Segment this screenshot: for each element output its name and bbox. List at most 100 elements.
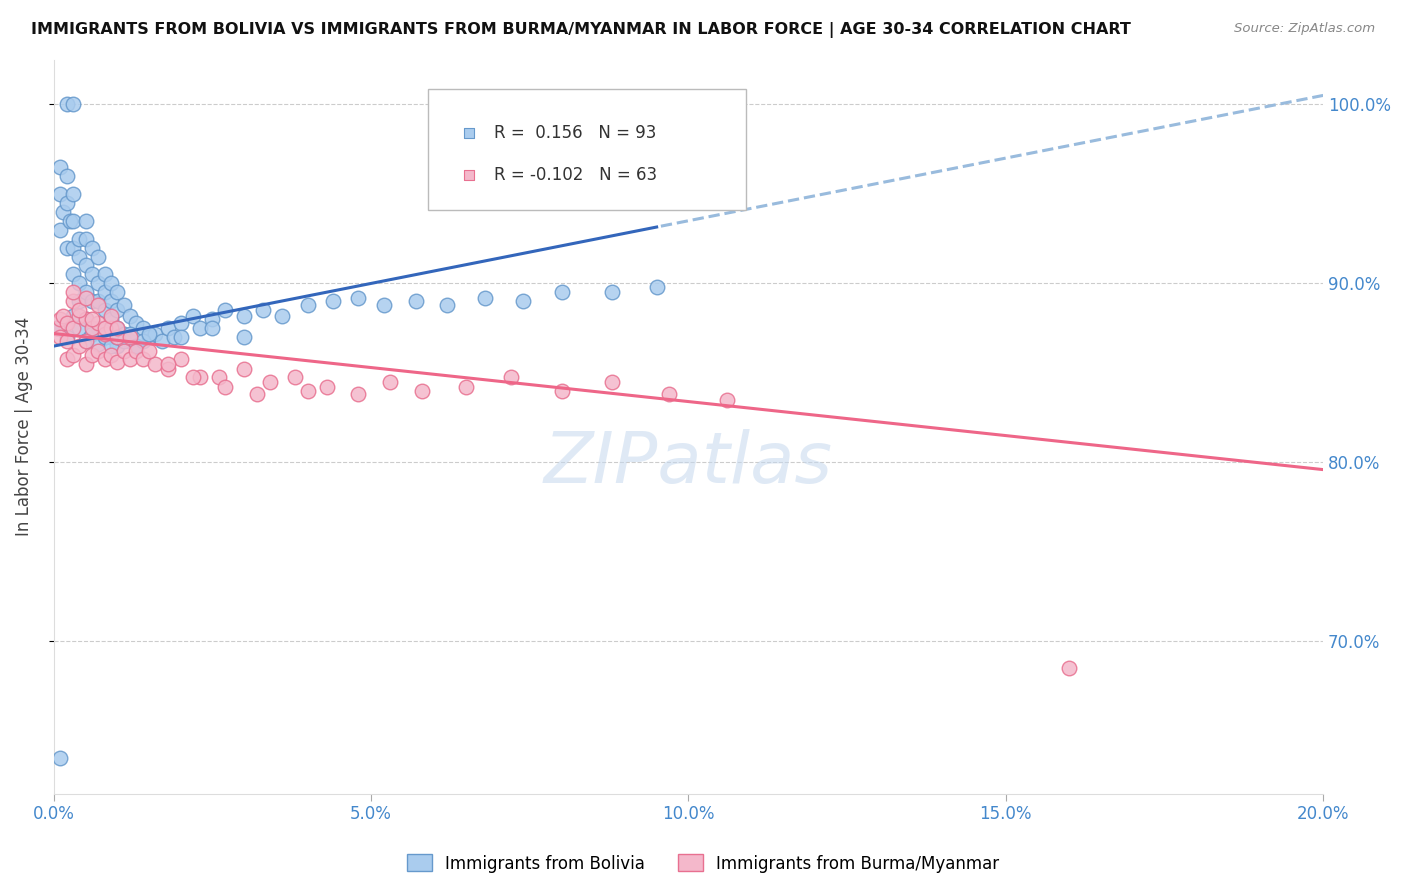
Point <box>150 334 173 348</box>
Point <box>125 339 148 353</box>
Point <box>550 285 572 300</box>
Point <box>93 351 115 366</box>
Point <box>75 285 97 300</box>
Point <box>75 213 97 227</box>
Point <box>125 316 148 330</box>
Point <box>80 294 103 309</box>
Point <box>284 369 307 384</box>
Point <box>512 294 534 309</box>
Point <box>87 298 110 312</box>
Point <box>105 303 128 318</box>
Point <box>131 334 153 348</box>
Text: R =  0.156   N = 93: R = 0.156 N = 93 <box>495 124 657 142</box>
Point <box>233 309 256 323</box>
Point <box>499 369 522 384</box>
FancyBboxPatch shape <box>429 89 745 211</box>
Point <box>75 291 97 305</box>
Point <box>49 223 72 237</box>
Point <box>55 169 77 183</box>
Point <box>80 268 103 282</box>
Point <box>163 330 186 344</box>
Point <box>157 357 180 371</box>
Point <box>658 387 681 401</box>
Point <box>100 348 122 362</box>
Point <box>252 303 274 318</box>
Point <box>297 298 319 312</box>
Point <box>100 312 122 326</box>
Point <box>52 204 75 219</box>
Point <box>93 285 115 300</box>
Point <box>49 160 72 174</box>
Point <box>188 369 211 384</box>
Point <box>602 375 624 389</box>
Point <box>118 351 141 366</box>
Point <box>716 392 738 407</box>
Point <box>62 268 84 282</box>
Point <box>49 321 72 335</box>
Point <box>105 355 128 369</box>
Point <box>100 321 122 335</box>
Point <box>80 241 103 255</box>
Point <box>75 259 97 273</box>
Point <box>100 277 122 291</box>
Point <box>67 294 90 309</box>
Point <box>315 380 337 394</box>
Point <box>125 344 148 359</box>
Point <box>80 312 103 326</box>
Point <box>183 309 205 323</box>
Point <box>55 330 77 344</box>
Point <box>62 241 84 255</box>
Point <box>93 330 115 344</box>
Text: IMMIGRANTS FROM BOLIVIA VS IMMIGRANTS FROM BURMA/MYANMAR IN LABOR FORCE | AGE 30: IMMIGRANTS FROM BOLIVIA VS IMMIGRANTS FR… <box>31 22 1130 38</box>
Point <box>93 330 115 344</box>
Point <box>75 232 97 246</box>
Point <box>100 339 122 353</box>
Point <box>46 321 69 335</box>
Point <box>93 321 115 335</box>
Point <box>170 330 193 344</box>
Point <box>208 369 231 384</box>
Point <box>170 351 193 366</box>
Point <box>55 195 77 210</box>
Point <box>474 291 496 305</box>
Point <box>373 298 395 312</box>
Point <box>75 312 97 326</box>
Point <box>118 330 141 344</box>
Point <box>67 339 90 353</box>
Point <box>87 316 110 330</box>
Point <box>380 375 402 389</box>
Point <box>411 384 433 398</box>
Point <box>49 330 72 344</box>
Point <box>80 326 103 341</box>
Point <box>131 321 153 335</box>
Point <box>138 330 160 344</box>
Point <box>170 316 193 330</box>
Point <box>105 330 128 344</box>
Point <box>55 97 77 112</box>
Point <box>49 751 72 765</box>
Point <box>67 277 90 291</box>
Point <box>87 250 110 264</box>
Point <box>93 268 115 282</box>
Point <box>297 384 319 398</box>
Point <box>246 387 269 401</box>
Point <box>55 241 77 255</box>
Point <box>62 285 84 300</box>
Point <box>233 362 256 376</box>
Text: ZIPatlas: ZIPatlas <box>544 429 832 498</box>
Point <box>75 312 97 326</box>
Point <box>112 298 135 312</box>
Point <box>62 294 84 309</box>
Point <box>214 380 236 394</box>
Point <box>87 277 110 291</box>
Point <box>112 326 135 341</box>
Point <box>201 321 224 335</box>
Point <box>55 334 77 348</box>
Point <box>157 362 180 376</box>
Point <box>67 321 90 335</box>
Point <box>259 375 281 389</box>
Point <box>93 326 115 341</box>
Point <box>1059 661 1081 675</box>
Point <box>62 213 84 227</box>
Point <box>87 344 110 359</box>
